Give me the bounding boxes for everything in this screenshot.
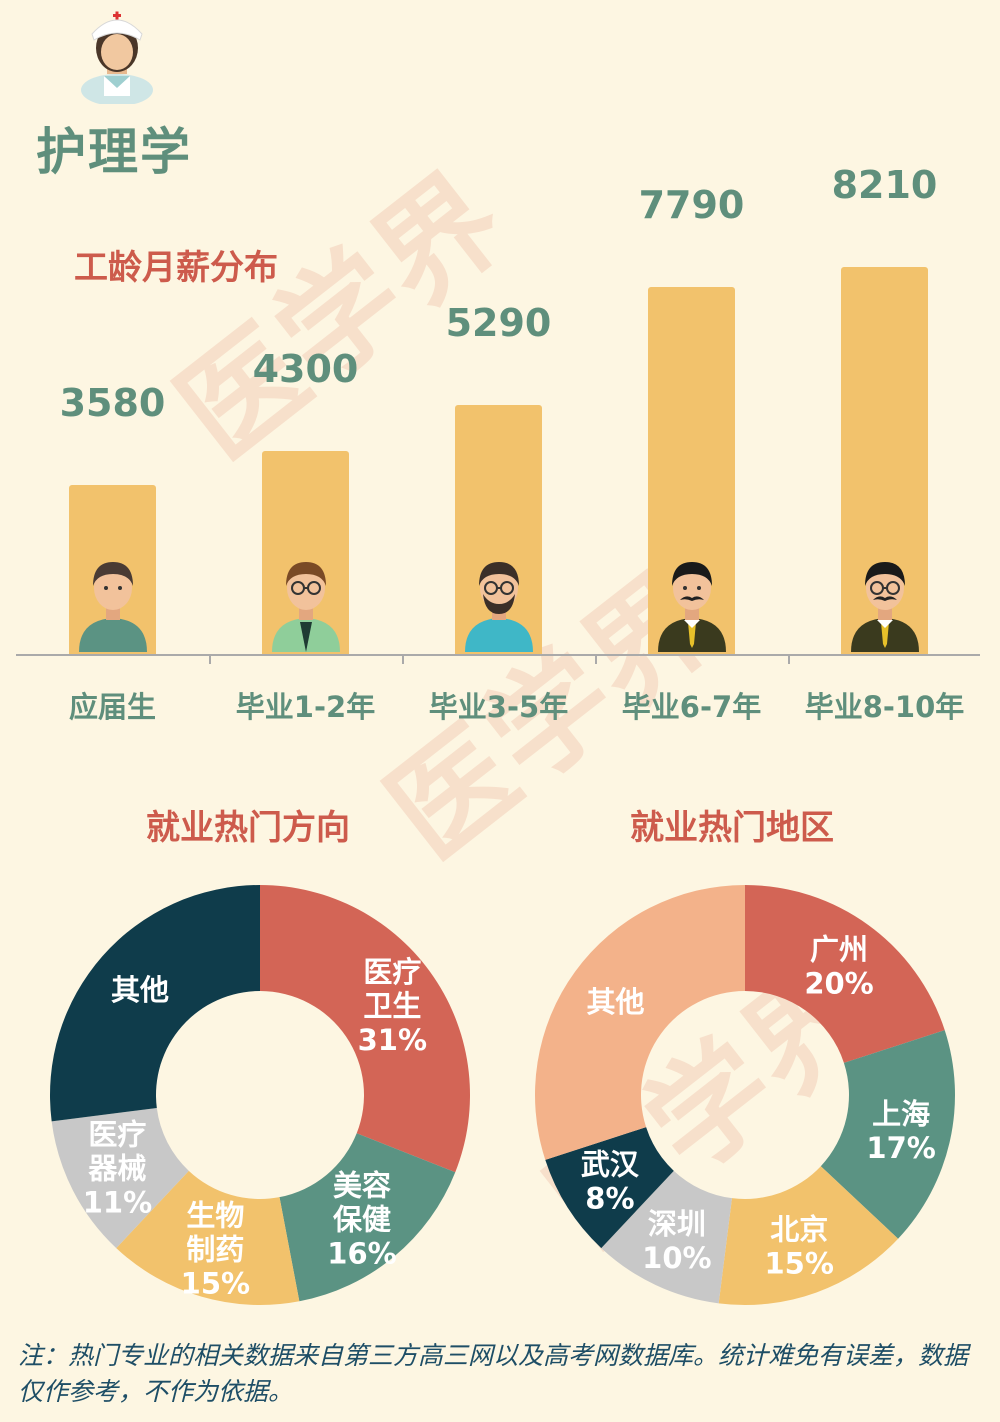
slice-percent-label: 31%	[358, 1023, 427, 1057]
slice-percent-label: 10%	[642, 1241, 711, 1275]
slice-label: 制药	[186, 1233, 244, 1267]
glasses-person-icon	[271, 562, 340, 652]
pie-slice	[50, 885, 261, 1122]
x-axis-line	[16, 654, 980, 656]
axis-tick	[209, 654, 211, 664]
axis-tick	[402, 654, 404, 664]
bar-value-label: 3580	[59, 381, 166, 426]
pie-slice	[260, 885, 470, 1173]
mustache-glasses-person-icon	[850, 562, 919, 652]
bar-value-label: 4300	[252, 347, 359, 392]
slice-label: 医疗	[363, 955, 421, 989]
slice-percent-label: 15%	[181, 1267, 250, 1301]
slice-label: 深圳	[648, 1207, 706, 1241]
pie-slice	[545, 1127, 674, 1249]
pie-slice	[601, 1170, 732, 1304]
bearded-glasses-person-icon	[464, 562, 533, 652]
slice-label: 其他	[587, 985, 645, 1019]
pie-slice	[116, 1170, 300, 1305]
pie-slice	[51, 1108, 189, 1249]
slice-label: 武汉	[581, 1148, 640, 1182]
slice-label: 北京	[770, 1213, 828, 1247]
pie-slice	[535, 885, 745, 1160]
slice-label: 其他	[111, 973, 169, 1007]
pie-region-title: 就业热门地区	[630, 808, 834, 848]
category-label: 毕业6-7年	[621, 690, 762, 724]
slice-label: 卫生	[363, 989, 421, 1023]
category-label: 应届生	[68, 690, 156, 724]
nurse-icon	[81, 11, 153, 104]
footnote: 注：热门专业的相关数据来自第三方高三网以及高考网数据库。统计难免有误差，数据仅作…	[18, 1341, 969, 1406]
pie-slice	[279, 1133, 456, 1302]
pie-direction-title: 就业热门方向	[146, 808, 350, 848]
bar-value-label: 8210	[831, 163, 938, 208]
slice-percent-label: 8%	[585, 1182, 634, 1216]
slice-label: 器械	[87, 1152, 146, 1186]
axis-tick	[595, 654, 597, 664]
slice-label: 医疗	[88, 1118, 146, 1152]
slice-label: 广州	[810, 933, 868, 967]
category-label: 毕业3-5年	[428, 690, 569, 724]
pie-slice	[718, 1166, 899, 1305]
slice-percent-label: 15%	[764, 1247, 833, 1281]
bar-value-label: 5290	[445, 300, 552, 345]
slice-percent-label: 11%	[83, 1186, 152, 1220]
slice-percent-label: 16%	[327, 1236, 396, 1270]
slice-label: 上海	[872, 1097, 930, 1131]
category-label: 毕业8-10年	[804, 690, 965, 724]
slice-percent-label: 20%	[804, 967, 873, 1001]
mustache-person-icon	[657, 562, 726, 652]
pie-slice	[820, 1030, 955, 1239]
slice-percent-label: 17%	[866, 1131, 935, 1165]
category-label: 毕业1-2年	[235, 690, 376, 724]
bar-value-label: 7790	[638, 183, 745, 227]
salary-chart-title: 工龄月薪分布	[74, 248, 278, 288]
axis-tick	[788, 654, 790, 664]
young-person-icon	[78, 562, 147, 652]
page-title: 护理学	[36, 123, 192, 181]
slice-label: 美容	[333, 1168, 391, 1202]
slice-label: 保健	[332, 1202, 391, 1236]
slice-label: 生物	[186, 1199, 244, 1233]
pie-slice	[745, 885, 945, 1063]
